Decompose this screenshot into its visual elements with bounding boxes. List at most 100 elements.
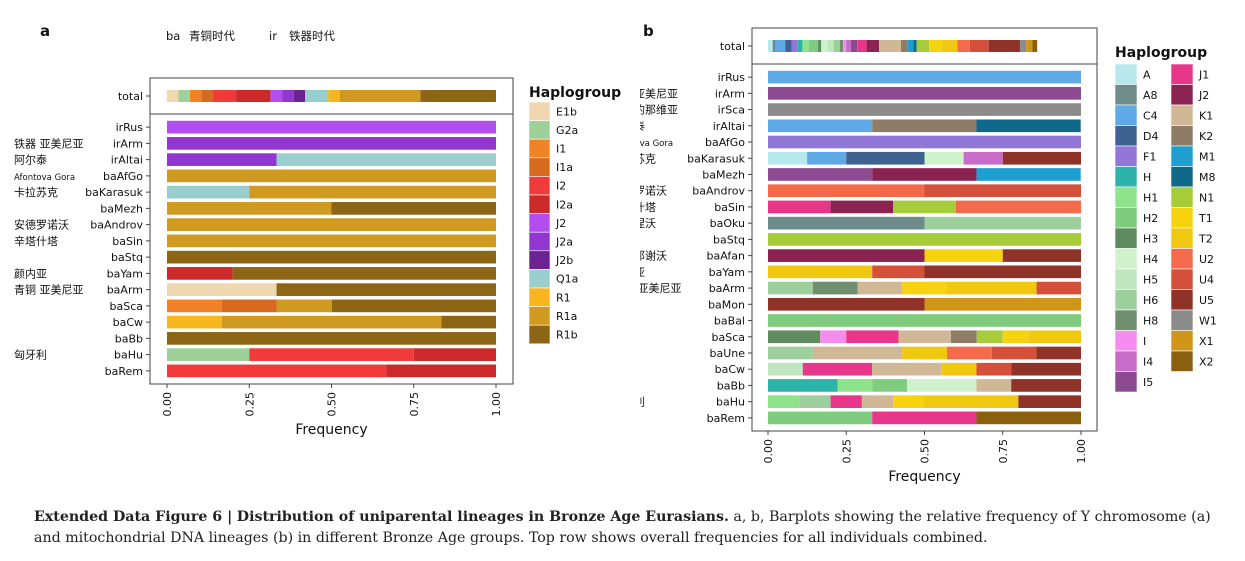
legend-key-R1b bbox=[528, 324, 551, 345]
total-bar-segment-j1 bbox=[857, 40, 867, 52]
legend-label-K2: K2 bbox=[1199, 130, 1213, 143]
total-bar-segment-c4 bbox=[775, 40, 786, 52]
legend-label-M1: M1 bbox=[1199, 150, 1216, 163]
x-axis-label: Frequency bbox=[888, 469, 960, 485]
total-bar-segment-k2 bbox=[901, 40, 908, 52]
bar-segment-baHu-j1 bbox=[830, 395, 862, 408]
total-bar-segment-d4 bbox=[785, 40, 792, 52]
bar-segment-baHu-t2 bbox=[924, 395, 1019, 408]
total-bar-segment-h8 bbox=[839, 40, 844, 52]
bar-segment-baSca-r1a bbox=[276, 299, 332, 313]
total-bar-segment-j2b bbox=[293, 90, 306, 102]
legend-label-I2a: I2a bbox=[556, 198, 573, 211]
bar-segment-baSca-h3 bbox=[768, 330, 821, 344]
bar-segment-baArm-e1b bbox=[167, 283, 277, 296]
total-bar-segment-h2 bbox=[808, 40, 819, 52]
y-tick-label-baStq: baStq bbox=[111, 251, 143, 264]
legend-key-H2 bbox=[1114, 207, 1138, 229]
bar-segment-baCw-h5 bbox=[768, 362, 803, 376]
y-tick-label-baCw: baCw bbox=[113, 316, 143, 329]
legend-key-K2 bbox=[1170, 125, 1194, 147]
x-tick-label-0.50: 0.50 bbox=[326, 392, 339, 417]
legend-label-T1: T1 bbox=[1198, 212, 1213, 225]
bar-segment-baUne-u4 bbox=[991, 346, 1037, 360]
x-tick-label-1.00: 1.00 bbox=[1075, 439, 1088, 464]
bar-segment-baSin-r1a bbox=[167, 234, 496, 248]
bar-segment-baHu-g2a bbox=[167, 348, 250, 361]
bar-segment-baMezh-r1b bbox=[331, 202, 496, 215]
bar-segment-baArm-r1b bbox=[276, 283, 496, 296]
total-label: total bbox=[118, 90, 143, 103]
bar-segment-baArm-k1 bbox=[857, 281, 903, 295]
legend-label-X2: X2 bbox=[1199, 355, 1214, 368]
total-bar-segment-m8 bbox=[913, 40, 917, 52]
legend-label-T2: T2 bbox=[1198, 232, 1213, 245]
bar-segment-baCw-k1 bbox=[872, 362, 942, 376]
total-bar-segment-i2a bbox=[236, 90, 271, 102]
bar-segment-baBal-h2 bbox=[768, 314, 1081, 327]
bar-segment-baSca-t2 bbox=[1028, 330, 1081, 344]
bar-segment-baSin-j1 bbox=[768, 200, 831, 214]
y-tick-label-baAndrov: baAndrov bbox=[692, 185, 745, 198]
bar-segment-baRem-j1 bbox=[872, 411, 977, 425]
legend-key-D4 bbox=[1114, 125, 1138, 147]
legend-key-E1b bbox=[528, 101, 551, 121]
y-tick-label-baCw: baCw bbox=[715, 363, 745, 376]
bar-segment-baHu-t1 bbox=[893, 395, 925, 408]
prefix-note-ba-meaning: 青铜时代 bbox=[189, 29, 235, 43]
group-annotation-irSca: 斯堪的那维亚 bbox=[640, 103, 678, 117]
caption-label: Extended Data Figure 6 | bbox=[34, 509, 233, 525]
bar-segment-irArm-i5 bbox=[768, 87, 1081, 100]
bar-segment-baSca-i1 bbox=[167, 299, 222, 313]
bar-segment-baYam-u5 bbox=[924, 265, 1081, 279]
legend-key-A bbox=[1114, 63, 1138, 85]
legend-label-A8: A8 bbox=[1143, 89, 1158, 102]
legend-label-I5: I5 bbox=[1143, 376, 1153, 389]
bar-segment-baAndrov-u2 bbox=[768, 184, 925, 198]
legend-key-I bbox=[1114, 330, 1138, 352]
bar-segment-baKarasuk-r1a bbox=[249, 185, 496, 199]
total-bar-segment-a bbox=[768, 40, 773, 52]
legend-label-X1: X1 bbox=[1199, 335, 1214, 348]
bar-segment-baKarasuk-u5 bbox=[1002, 151, 1081, 165]
bar-segment-irAltai-q1a bbox=[276, 153, 496, 166]
total-bar-segment-h bbox=[797, 40, 803, 52]
legend-key-I2 bbox=[528, 176, 551, 196]
legend-key-J1 bbox=[1170, 63, 1194, 85]
legend-key-I2a bbox=[528, 194, 551, 214]
group-annotation-irAltai: 阿尔泰 bbox=[640, 119, 645, 133]
bar-segment-baKarasuk-i4 bbox=[963, 151, 1003, 165]
legend-key-W1 bbox=[1170, 309, 1194, 331]
group-annotation-baYam: 颜内亚 bbox=[640, 265, 645, 279]
legend-key-U5 bbox=[1170, 289, 1194, 311]
total-bar-segment-j2 bbox=[270, 90, 283, 102]
group-annotation-baAndrov: 安德罗诺沃 bbox=[14, 218, 69, 232]
y-tick-label-irArm: irArm bbox=[113, 137, 143, 150]
legend-label-N1: N1 bbox=[1199, 191, 1214, 204]
legend-label-H: H bbox=[1143, 171, 1151, 184]
total-bar-segment-h4 bbox=[821, 40, 828, 52]
legend-key-F1 bbox=[1114, 145, 1138, 167]
legend-label-J2b: J2b bbox=[555, 254, 573, 267]
y-tick-label-irSca: irSca bbox=[718, 104, 745, 117]
group-annotation-baArm: 青铜 亚美尼亚 bbox=[14, 283, 84, 297]
bar-segment-baKarasuk-q1a bbox=[167, 185, 250, 199]
legend-key-T2 bbox=[1170, 227, 1194, 249]
total-bar-segment-e1b bbox=[167, 90, 179, 102]
legend-label-K1: K1 bbox=[1199, 109, 1213, 122]
x-tick-label-0.25: 0.25 bbox=[840, 439, 853, 464]
y-tick-label-irRus: irRus bbox=[718, 71, 746, 84]
y-tick-label-baBb: baBb bbox=[115, 332, 143, 345]
bar-segment-baHu-i2 bbox=[249, 348, 414, 361]
bar-segment-baYam-i2a bbox=[167, 267, 233, 280]
total-label: total bbox=[720, 40, 745, 53]
total-bar-segment-h6 bbox=[833, 40, 840, 52]
group-annotation-baYam: 颜内亚 bbox=[14, 266, 47, 280]
legend-key-G2a bbox=[528, 120, 551, 140]
y-tick-label-baAndrov: baAndrov bbox=[90, 219, 143, 232]
bar-segment-baArm-h6 bbox=[768, 281, 813, 295]
total-bar-segment-j2 bbox=[866, 40, 880, 52]
legend-key-I5 bbox=[1114, 371, 1138, 393]
bar-segment-baArm-h8 bbox=[812, 281, 858, 295]
